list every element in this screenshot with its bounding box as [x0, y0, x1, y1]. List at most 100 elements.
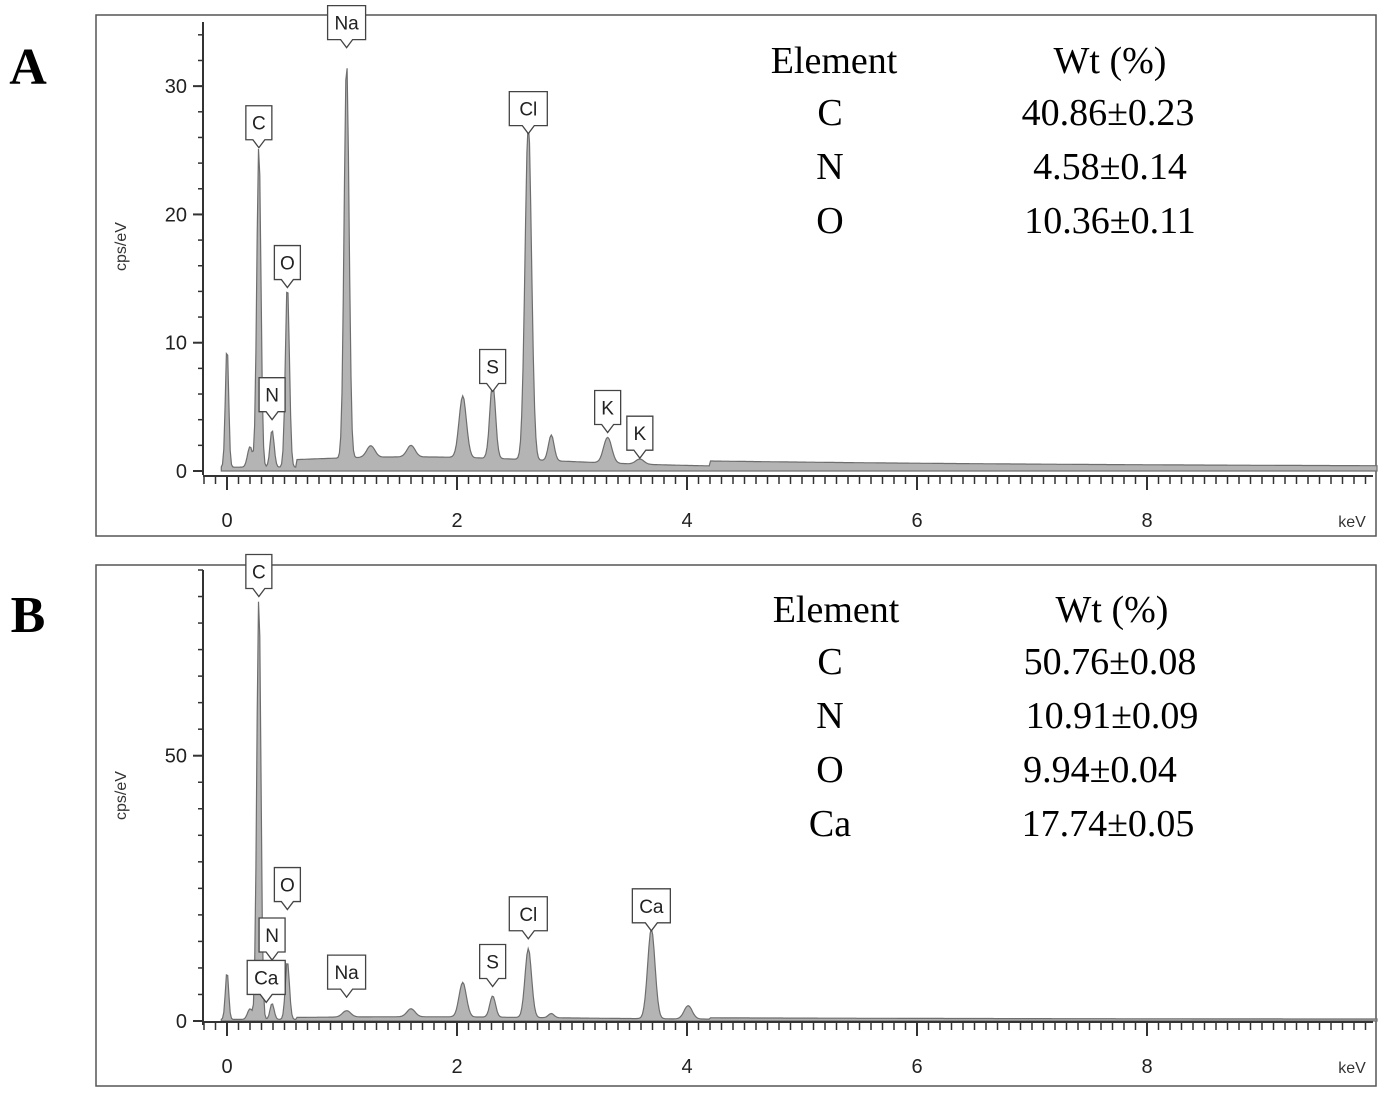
table-cell-element: C — [817, 92, 842, 134]
peak-label-box — [258, 917, 286, 962]
y-tick-label: 10 — [165, 333, 187, 355]
peak-label-box — [258, 377, 286, 421]
y-tick-label: 50 — [165, 746, 187, 768]
composition-table-b: Element Wt (%) C 50.76±0.08 N 10.91±0.09… — [773, 589, 1199, 845]
peak-label-s: S — [479, 943, 507, 988]
peak-label-text: Cl — [519, 100, 537, 121]
peak-label-box — [326, 954, 367, 999]
peak-label-box — [245, 553, 273, 598]
peak-label-box — [508, 896, 548, 940]
peak-label-box — [594, 389, 622, 434]
table-cell-element: Ca — [809, 803, 851, 845]
table-cell-element: O — [816, 200, 843, 242]
y-tick-label: 30 — [165, 76, 187, 98]
peak-label-text: S — [486, 357, 499, 378]
x-tick-label: 6 — [911, 1056, 922, 1078]
peak-label-o: O — [273, 244, 302, 289]
spectrum-area — [220, 601, 1378, 1022]
panel-frame-b — [95, 564, 1377, 1087]
x-tick-label: 0 — [221, 510, 232, 532]
peak-label-text: K — [601, 399, 614, 420]
table-header-element: Element — [773, 589, 900, 631]
peak-label-na: Na — [326, 954, 367, 999]
peak-label-k: K — [626, 415, 654, 460]
peak-label-c: C — [245, 105, 273, 149]
x-axis-label: keV — [1338, 514, 1366, 531]
table-header-element: Element — [771, 40, 898, 82]
table-cell-element: N — [816, 695, 843, 737]
table-cell-element: C — [817, 641, 842, 683]
peak-label-text: Ca — [254, 968, 279, 989]
peak-label-k: K — [594, 389, 622, 434]
table-header-wt: Wt (%) — [1056, 589, 1169, 631]
x-tick-label: 4 — [681, 1056, 692, 1078]
peak-label-ca: Ca — [246, 959, 286, 1004]
x-axis-label: keV — [1338, 1060, 1366, 1077]
peak-label-ca: Ca — [631, 888, 671, 932]
x-tick-label: 4 — [681, 510, 692, 532]
y-axis-label: cps/eV — [113, 771, 130, 820]
peak-label-box — [508, 90, 548, 135]
peak-label-box — [626, 415, 654, 460]
x-tick-label: 8 — [1141, 510, 1152, 532]
peak-label-c: C — [245, 553, 273, 598]
table-cell-wt: 40.86±0.23 — [1022, 92, 1195, 134]
peak-label-box — [273, 244, 302, 289]
peak-label-box — [479, 348, 507, 393]
table-cell-element: O — [816, 749, 843, 791]
peak-label-text: C — [252, 563, 266, 584]
x-tick-label: 2 — [451, 510, 462, 532]
peak-label-text: N — [265, 386, 279, 407]
peak-label-text: Na — [334, 963, 359, 984]
table-cell-wt: 9.94±0.04 — [1023, 749, 1177, 791]
peak-label-text: K — [634, 424, 647, 445]
panel-letter-b: B — [11, 587, 46, 644]
table-cell-element: N — [816, 146, 843, 188]
peak-label-box — [326, 5, 367, 49]
peak-label-cl: Cl — [508, 896, 548, 940]
x-tick-label: 0 — [221, 1056, 232, 1078]
table-cell-wt: 50.76±0.08 — [1024, 641, 1197, 683]
peak-label-text: Na — [334, 14, 359, 35]
x-tick-label: 2 — [451, 1056, 462, 1078]
y-tick-label: 0 — [176, 1011, 187, 1033]
table-cell-wt: 17.74±0.05 — [1022, 803, 1195, 845]
panel-letter-a: A — [9, 39, 47, 96]
peak-label-box — [245, 105, 273, 149]
x-tick-label: 6 — [911, 510, 922, 532]
peak-label-box — [631, 888, 671, 932]
peak-label-box — [479, 943, 507, 988]
peak-label-text: S — [486, 953, 499, 974]
composition-table-a: Element Wt (%) C 40.86±0.23 N 4.58±0.14 … — [771, 40, 1196, 242]
y-tick-label: 20 — [165, 204, 187, 226]
peak-label-text: C — [252, 114, 266, 135]
peak-label-text: Cl — [519, 905, 537, 926]
y-axis-label: cps/eV — [113, 222, 130, 271]
peak-label-cl: Cl — [508, 90, 548, 135]
peak-label-n: N — [258, 377, 286, 421]
y-tick-label: 0 — [176, 461, 187, 483]
peak-label-o: O — [273, 866, 302, 911]
peak-label-text: N — [265, 926, 279, 947]
peak-label-box — [246, 959, 286, 1004]
peak-label-text: O — [280, 876, 295, 897]
peak-label-box — [273, 866, 302, 911]
peak-label-s: S — [479, 348, 507, 393]
x-tick-label: 8 — [1141, 1056, 1152, 1078]
peak-label-n: N — [258, 917, 286, 962]
table-cell-wt: 10.36±0.11 — [1024, 200, 1195, 242]
peak-label-text: Ca — [639, 897, 664, 918]
spectrum-area — [220, 68, 1378, 472]
panel-frame-a — [95, 14, 1377, 537]
table-cell-wt: 10.91±0.09 — [1026, 695, 1199, 737]
table-cell-wt: 4.58±0.14 — [1033, 146, 1187, 188]
table-header-wt: Wt (%) — [1054, 40, 1167, 82]
peak-label-text: O — [280, 254, 295, 275]
peak-label-na: Na — [326, 5, 367, 49]
